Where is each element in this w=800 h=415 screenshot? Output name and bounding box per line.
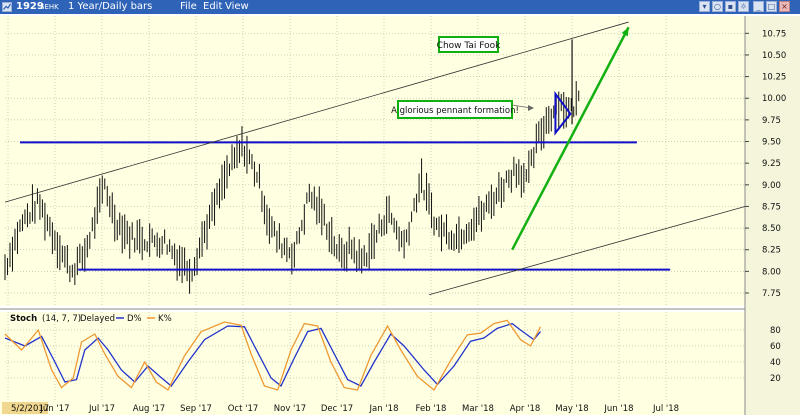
price-panel-background — [0, 16, 800, 306]
symbol-code: 1929 — [16, 1, 44, 12]
time-axis-label: Mar '18 — [462, 404, 494, 414]
time-axis-label: Dec '17 — [321, 404, 353, 414]
time-axis-label: Jun '18 — [603, 404, 633, 414]
price-bars[interactable] — [4, 39, 580, 294]
pennant-pointer-head — [528, 105, 534, 111]
price-axis-label: 8.75 — [762, 202, 781, 212]
oscillator-title: Stoch — [10, 314, 37, 324]
price-axis-label: 8.00 — [762, 267, 781, 277]
oscillator-panel-background — [0, 312, 800, 400]
time-axis-label: Aug '17 — [133, 404, 165, 414]
chart-app-icon[interactable] — [2, 2, 12, 12]
pennant-pointer-line — [511, 104, 532, 109]
price-chart[interactable]: 10.75 10.50 10.25 10.00 9.75 9.50 9.25 9.00 8.75… — [0, 14, 800, 415]
price-axis-label: 9.50 — [762, 138, 781, 148]
legend-d-label: D% — [127, 314, 142, 324]
channel-top-line — [4, 21, 629, 203]
oscillator-axis-label: 40 — [770, 358, 781, 368]
oscillator-axis-label: 80 — [770, 326, 781, 336]
time-axis-background — [0, 400, 800, 415]
timeframe-selector[interactable]: 1 Year/Daily bars — [68, 1, 153, 12]
search-icon[interactable]: ○ — [712, 1, 723, 12]
current-date-highlight — [2, 402, 48, 414]
time-axis-label: Jul '17 — [88, 404, 115, 414]
time-axis-label: 5/2/2017 — [11, 404, 49, 414]
close-icon[interactable]: × — [779, 1, 790, 12]
price-axis-label: 10.50 — [762, 51, 786, 61]
chow-tai-fook-label: Chow Tai Fook — [437, 41, 501, 51]
d-percent-line — [4, 322, 541, 388]
maximize-icon[interactable]: □ — [766, 1, 777, 12]
pennant-label-box — [397, 100, 513, 119]
time-axis-label: May '18 — [555, 404, 588, 414]
time-axis-label: Oct '17 — [228, 404, 259, 414]
projection-line — [511, 26, 630, 251]
oscillator-mode: Delayed — [80, 314, 115, 324]
time-axis-label: Apr '18 — [510, 404, 541, 414]
dropdown-icon[interactable]: ▾ — [699, 1, 710, 12]
lock-icon[interactable]: ▪ — [725, 1, 736, 12]
pennant-triangle — [554, 90, 572, 136]
time-axis-label: Jul '18 — [652, 404, 679, 414]
menu-file[interactable]: File — [180, 1, 197, 12]
price-axis-background — [745, 16, 800, 415]
price-axis-label: 9.75 — [762, 116, 781, 126]
price-axis-label: 9.00 — [762, 181, 781, 191]
exchange-code: SEHK — [40, 3, 59, 11]
price-axis-label: 10.00 — [762, 94, 786, 104]
title-bar: 1929 SEHK 1 Year/Daily bars File Edit Vi… — [0, 0, 800, 14]
projection-arrowhead — [621, 27, 629, 37]
minimize-icon[interactable]: _ — [753, 1, 764, 12]
price-axis-label: 7.75 — [762, 289, 781, 299]
legend-k-label: K% — [158, 314, 172, 324]
channel-bottom-line — [428, 206, 746, 296]
oscillator-axis-label: 60 — [770, 342, 781, 352]
menu-edit[interactable]: Edit — [203, 1, 223, 12]
price-axis-label: 10.25 — [762, 73, 786, 83]
k-percent-line — [4, 319, 542, 391]
chow-tai-fook-label-box — [438, 36, 499, 53]
price-axis-label: 9.25 — [762, 159, 781, 169]
oscillator-params: (14, 7, 7) — [42, 314, 81, 324]
menu-view[interactable]: View — [225, 1, 249, 12]
time-axis-label: Feb '18 — [416, 404, 447, 414]
price-axis-label: 8.25 — [762, 246, 781, 256]
time-axis-label: Sep '17 — [180, 404, 212, 414]
oscillator-axis-label: 20 — [770, 374, 781, 384]
price-axis-label: 8.50 — [762, 224, 781, 234]
time-axis-label: Jun '17 — [39, 404, 69, 414]
pennant-label: A glorious pennant formation! — [391, 106, 519, 116]
time-axis-label: Jan '18 — [369, 404, 399, 414]
settings-icon[interactable]: ☼ — [738, 1, 749, 12]
time-axis-label: Nov '17 — [274, 404, 306, 414]
price-axis-label: 10.75 — [762, 29, 786, 39]
